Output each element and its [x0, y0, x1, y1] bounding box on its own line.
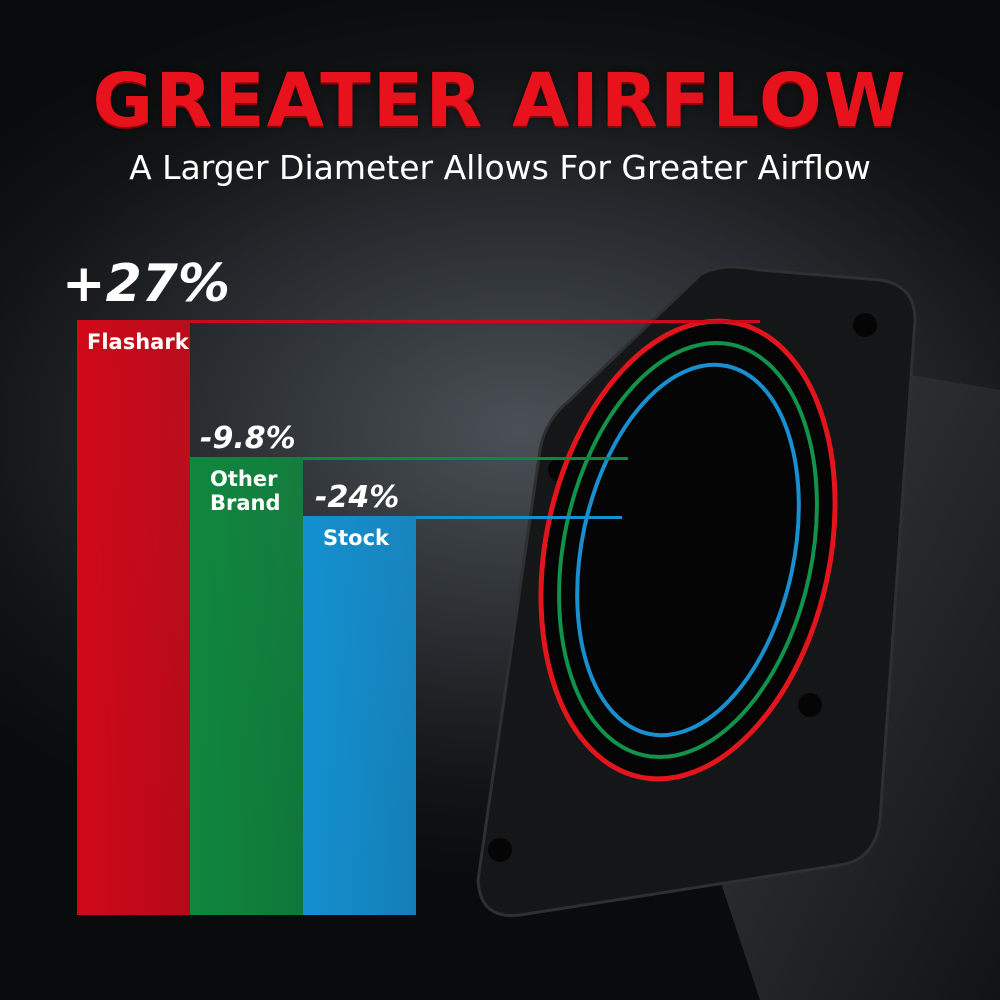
percent-label: -9.8% — [200, 420, 296, 456]
guide-line — [190, 320, 760, 323]
bolt-hole — [798, 693, 822, 717]
bar-other-brand — [190, 456, 303, 915]
guide-line — [416, 516, 622, 520]
bar-stock — [303, 516, 416, 915]
page-title: GREATER AIRFLOW — [92, 58, 908, 144]
percent-label: +27% — [62, 254, 231, 314]
bar-label: Other Brand — [210, 466, 281, 515]
percent-label: -24% — [315, 480, 400, 516]
guide-line — [303, 456, 628, 460]
bar-label: Stock — [323, 526, 390, 551]
bar-flashark — [77, 320, 190, 915]
bar-label: Flashark — [87, 330, 189, 354]
page-subtitle: A Larger Diameter Allows For Greater Air… — [129, 148, 871, 187]
bolt-hole — [488, 838, 512, 862]
bolt-hole — [853, 313, 877, 337]
